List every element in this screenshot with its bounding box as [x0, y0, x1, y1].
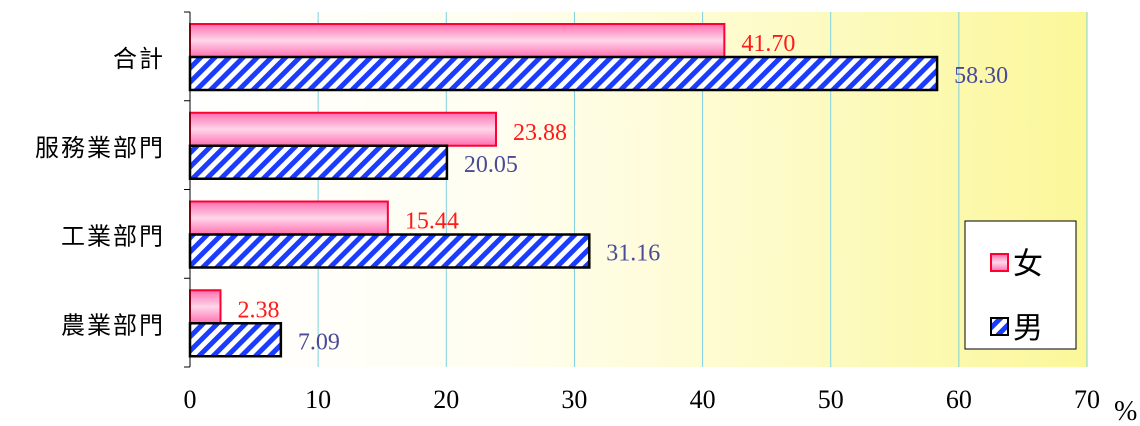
x-unit-label: %	[1114, 396, 1137, 426]
x-tick-label: 70	[1074, 385, 1100, 414]
value-label-male: 20.05	[464, 152, 518, 178]
category-label: 工業部門	[61, 223, 165, 251]
bar-female	[189, 111, 498, 147]
legend-label-female: 女	[1013, 247, 1043, 282]
x-tick-label: 30	[561, 385, 587, 414]
bar-male	[188, 55, 939, 92]
value-label-female: 2.38	[237, 297, 279, 323]
bars	[188, 23, 939, 358]
legend-label-male: 男	[1013, 311, 1043, 346]
legend: 女 男	[964, 220, 1077, 350]
x-tick-label: 50	[818, 385, 844, 414]
legend-box	[964, 220, 1077, 350]
value-label-male: 58.30	[954, 63, 1008, 89]
x-tick-label: 40	[690, 385, 716, 414]
value-label-female: 15.44	[405, 209, 459, 235]
category-label: 農業部門	[61, 311, 165, 339]
x-tick-label: 0	[184, 385, 197, 414]
category-label: 合計	[113, 45, 165, 73]
bar-female	[189, 289, 222, 325]
legend-swatch-male	[990, 317, 1009, 336]
x-tick-label: 10	[305, 385, 331, 414]
bar-male	[188, 144, 449, 180]
value-label-female: 41.70	[741, 31, 795, 57]
x-tick-label: 20	[433, 385, 459, 414]
category-label: 服務業部門	[35, 134, 165, 162]
x-axis-ticks: 0 10 20 30 40 50 60 70	[184, 11, 1100, 414]
value-label-male: 7.09	[298, 329, 340, 355]
bar-female	[189, 23, 726, 58]
value-label-male: 31.16	[606, 241, 660, 267]
bar-female	[189, 200, 389, 236]
bar-male	[188, 233, 591, 269]
labels: 41.70 58.30 合計 23.88 20.05 服務業部門 15.44 31.16 工業部…	[35, 31, 1008, 355]
value-label-female: 23.88	[513, 120, 567, 146]
x-tick-label: 60	[946, 385, 972, 414]
bar-male	[188, 322, 283, 358]
legend-swatch-female	[990, 253, 1009, 272]
